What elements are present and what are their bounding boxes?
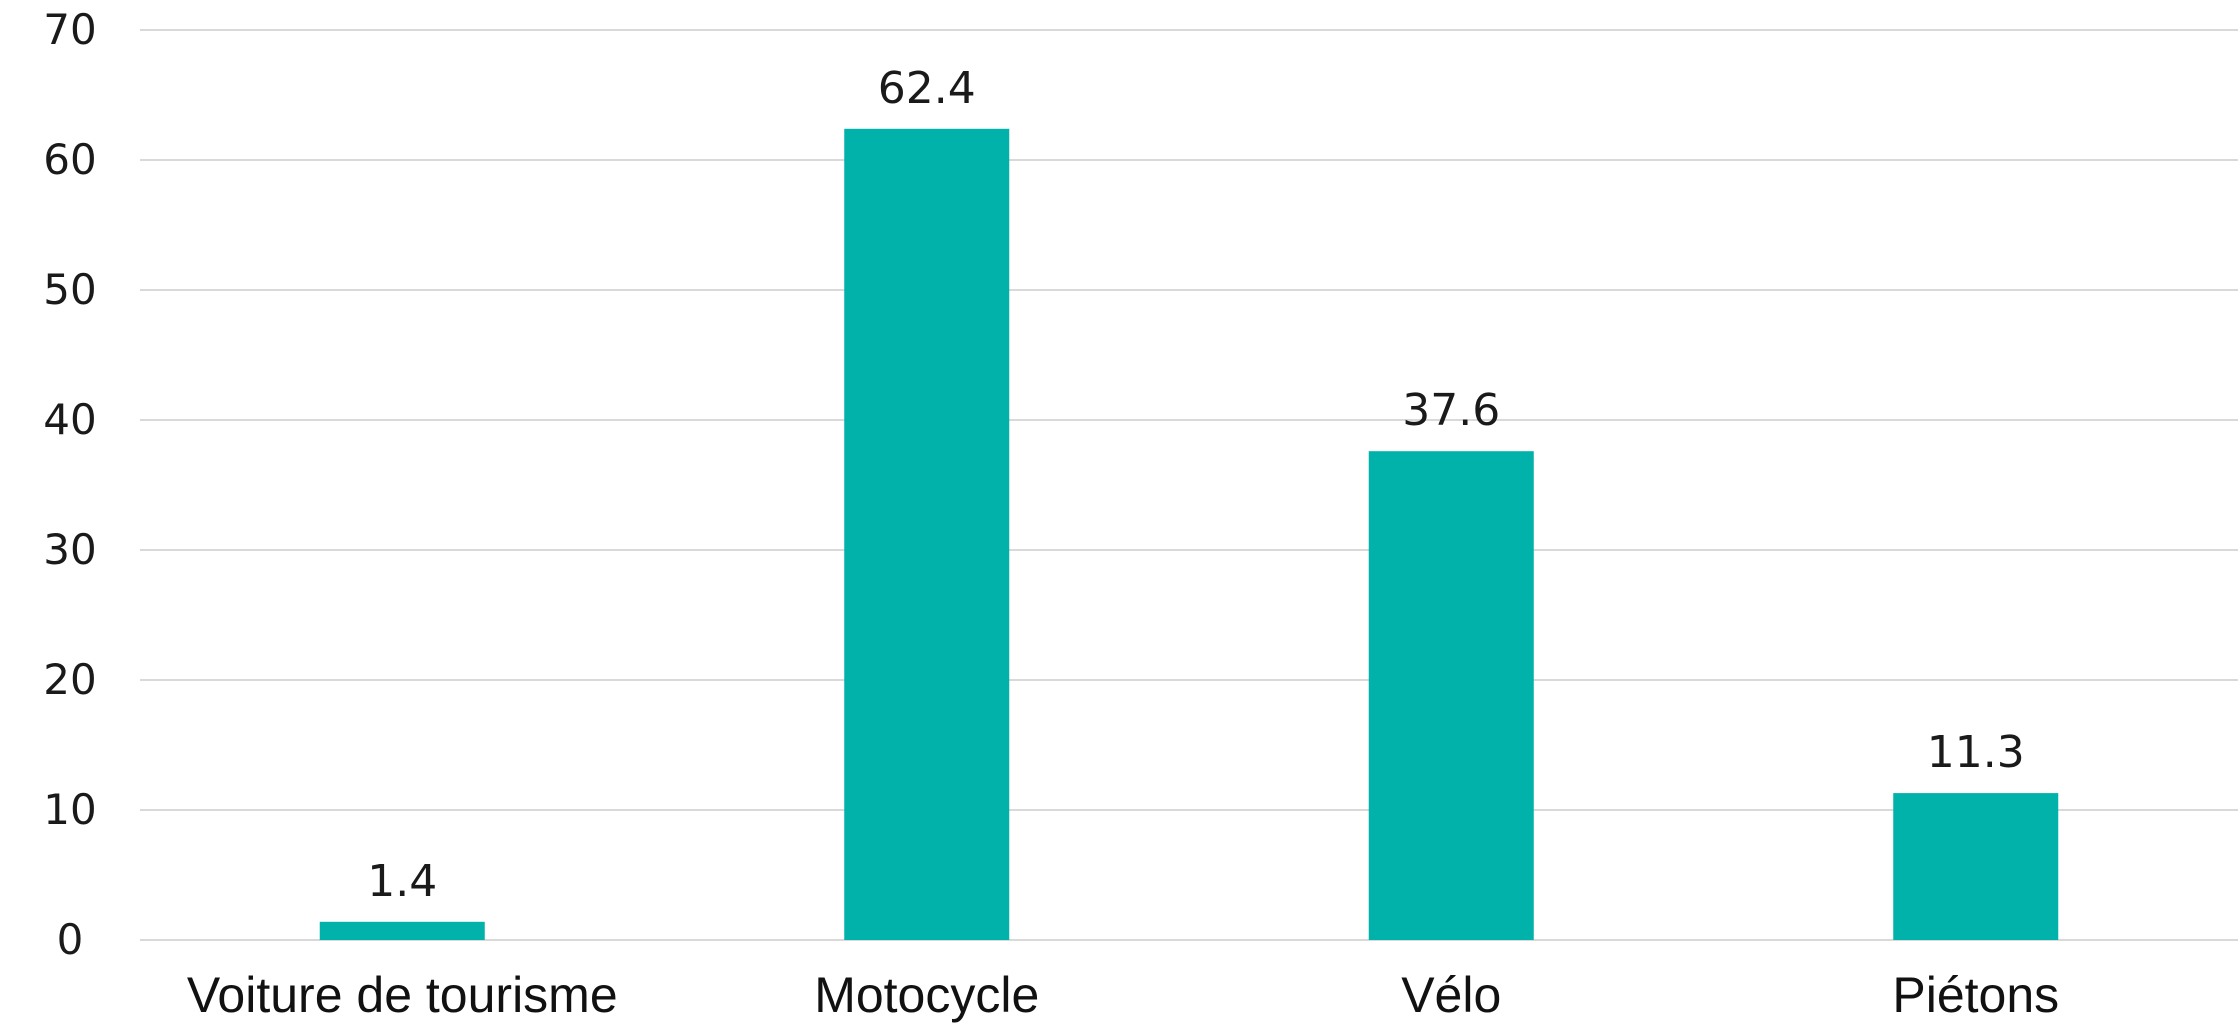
y-tick-label: 40 (43, 395, 96, 444)
y-tick-label: 10 (43, 785, 96, 834)
x-category-label: Vélo (1401, 967, 1501, 1023)
gridlines (140, 29, 2238, 941)
bar (1368, 451, 1534, 940)
bar (844, 128, 1010, 941)
bar (319, 921, 485, 940)
x-category-label: Piétons (1892, 967, 2059, 1023)
y-axis-ticks: 0 10 20 30 40 50 60 70 (43, 5, 96, 964)
bars (319, 128, 2059, 941)
x-category-label: Motocycle (814, 967, 1039, 1023)
data-label: 11.3 (1927, 727, 2025, 778)
y-tick-label: 70 (43, 5, 96, 54)
data-label: 62.4 (878, 63, 976, 114)
x-axis-labels: Voiture de tourisme Motocycle Vélo Piétons (187, 967, 2059, 1023)
data-label: 1.4 (367, 856, 437, 907)
y-tick-label: 20 (43, 655, 96, 704)
y-tick-label: 50 (43, 265, 96, 314)
bar (1893, 793, 2059, 940)
y-tick-label: 60 (43, 135, 96, 184)
x-category-label: Voiture de tourisme (187, 967, 618, 1023)
y-tick-label: 30 (43, 525, 96, 574)
y-tick-label: 0 (57, 915, 84, 964)
data-labels: 1.4 62.4 37.6 11.3 (367, 63, 2024, 907)
data-label: 37.6 (1402, 385, 1500, 436)
